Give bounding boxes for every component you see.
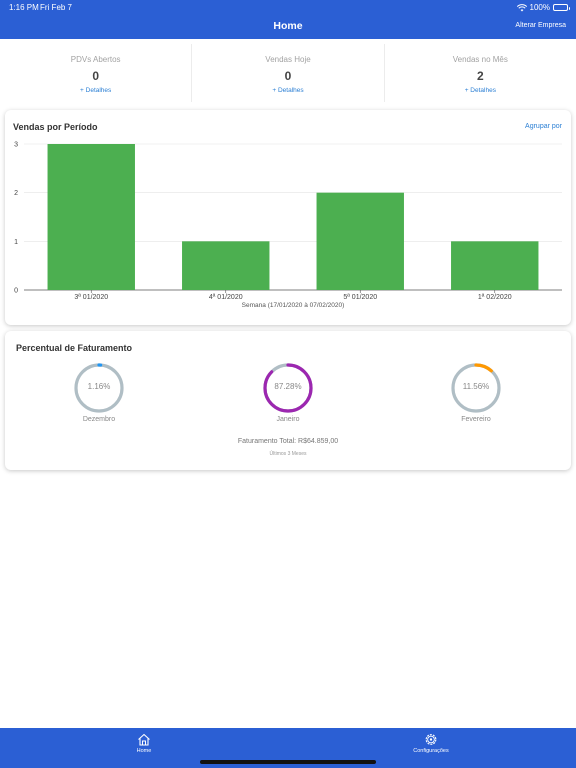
details-link[interactable]: + Detalhes — [80, 87, 112, 94]
change-company-button[interactable]: Alterar Empresa — [515, 22, 566, 29]
progress-ring — [451, 363, 501, 413]
gauge-percent: 1.16% — [87, 382, 111, 391]
stat-label: Vendas no Mês — [452, 55, 508, 64]
tab-settings[interactable]: Configurações — [391, 733, 471, 754]
tab-label: Home — [136, 748, 152, 754]
gear-icon — [425, 734, 437, 745]
bar — [182, 241, 270, 290]
progress-ring — [263, 363, 313, 413]
x-tick-label: 3ª 01/2020 — [74, 294, 108, 301]
stat-label: PDVs Abertos — [70, 55, 121, 64]
battery-percent: 100% — [529, 3, 550, 12]
status-time: 1:16 PM — [9, 3, 39, 12]
gauge-february: 11.56% Fevereiro — [431, 362, 521, 423]
x-tick-label: 1ª 02/2020 — [478, 294, 512, 301]
stat-value: 0 — [92, 69, 99, 83]
status-date: Fri Feb 7 — [40, 3, 73, 12]
gauge-month: Dezembro — [82, 416, 116, 423]
y-tick-label: 0 — [14, 288, 18, 295]
gauge-month: Janeiro — [276, 416, 300, 423]
gauge-percent: 11.56% — [462, 382, 490, 391]
y-tick-label: 2 — [14, 190, 18, 197]
battery-icon — [553, 4, 570, 11]
x-tick-label: 4ª 01/2020 — [209, 294, 243, 301]
card-title: Vendas por Período — [13, 122, 98, 132]
home-indicator — [200, 760, 376, 764]
progress-ring — [74, 363, 124, 413]
stat-value: 2 — [476, 69, 484, 83]
sales-by-period-card: Vendas por Período Agrupar por 0 1 2 3 3ª 01… — [5, 110, 571, 325]
stat-sales-month: Vendas no Mês 2 + Detalhes — [383, 44, 576, 102]
billing-percent-card: Percentual de Faturamento 1.16% Dezembro… — [5, 331, 571, 470]
gauge-january: 87.28% Janeiro — [243, 362, 333, 423]
details-link[interactable]: + Detalhes — [272, 87, 304, 94]
gauge-month: Fevereiro — [461, 416, 491, 423]
card-title: Percentual de Faturamento — [16, 343, 133, 353]
bar-chart: 0 1 2 3 3ª 01/2020 4ª 01/2020 5ª 01/2020 1ª 02/… — [14, 142, 562, 309]
y-tick-label: 3 — [14, 142, 18, 149]
page-title: Home — [273, 20, 303, 32]
wifi-icon — [516, 3, 527, 11]
bar — [47, 144, 135, 290]
details-link[interactable]: + Detalhes — [464, 87, 496, 94]
home-icon — [138, 733, 150, 746]
y-tick-label: 1 — [14, 239, 18, 246]
billing-total: Faturamento Total: R$64.859,00 — [237, 438, 339, 445]
tab-home[interactable]: Home — [104, 733, 184, 754]
x-axis-label: Semana (17/01/2020 à 07/02/2020) — [242, 302, 345, 309]
gauge-percent: 87.28% — [274, 382, 302, 391]
header: 1:16 PM Fri Feb 7 100% Home Alterar Empr… — [0, 0, 576, 39]
stat-label: Vendas Hoje — [265, 55, 311, 64]
stat-value: 0 — [284, 69, 292, 83]
group-by-button[interactable]: Agrupar por — [525, 123, 562, 130]
stats-row: PDVs Abertos 0 + Detalhes Vendas Hoje 0 … — [0, 44, 576, 102]
stat-open-pdvs: PDVs Abertos 0 + Detalhes — [0, 44, 191, 102]
billing-period: Últimos 3 Meses — [269, 451, 307, 457]
bar — [451, 241, 539, 290]
gauge-december: 1.16% Dezembro — [54, 362, 144, 423]
status-right: 100% — [516, 3, 570, 12]
bar — [316, 192, 404, 290]
x-tick-label: 5ª 01/2020 — [343, 294, 377, 301]
tab-label: Configurações — [413, 748, 449, 754]
stat-sales-today: Vendas Hoje 0 + Detalhes — [191, 44, 383, 102]
